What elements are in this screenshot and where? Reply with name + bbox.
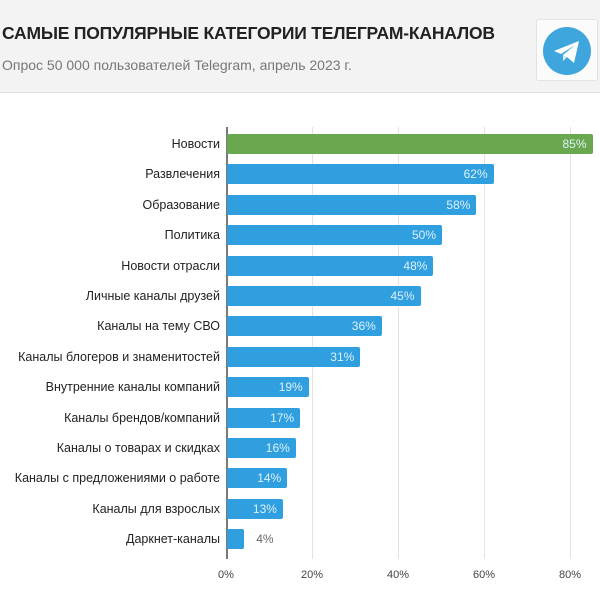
- value-label: 62%: [463, 167, 488, 182]
- bar-row: Каналы блогеров и знаменитостей 31%: [0, 346, 600, 368]
- bar-row: Развлечения 62%: [0, 163, 600, 185]
- bar-row: Каналы брендов/компаний 17%: [0, 407, 600, 429]
- category-label: Личные каналы друзей: [85, 289, 220, 303]
- value-label: 50%: [412, 228, 437, 243]
- bar: [227, 134, 593, 154]
- bar: [227, 286, 421, 306]
- category-label: Каналы с предложениями о работе: [14, 471, 220, 486]
- category-label: Внутренние каналы компаний: [45, 380, 220, 395]
- x-tick-label: 20%: [300, 569, 324, 581]
- bar-row: Каналы на тему СВО 36%: [0, 315, 600, 337]
- category-label: Новости отрасли: [121, 258, 220, 273]
- bar-row: Внутренние каналы компаний 19%: [0, 376, 600, 398]
- bar: [227, 407, 301, 428]
- gridline: [484, 127, 485, 559]
- value-label: 31%: [330, 349, 355, 364]
- bar: [227, 225, 442, 246]
- bar-row: Даркнет-каналы 4%: [0, 528, 600, 550]
- y-axis-line: [226, 127, 228, 559]
- value-label: 16%: [265, 441, 290, 455]
- gridline: [312, 127, 313, 559]
- bar: [227, 468, 288, 489]
- category-label: Даркнет-каналы: [126, 532, 220, 547]
- category-label: Каналы брендов/компаний: [64, 410, 220, 425]
- bar: [227, 316, 382, 337]
- bar: [227, 164, 494, 185]
- bar-row: Политика 50%: [0, 224, 600, 246]
- bar: [227, 438, 296, 458]
- bar: [227, 255, 434, 276]
- value-label: 19%: [278, 380, 303, 395]
- value-label: 17%: [270, 410, 295, 425]
- x-tick-label: 40%: [386, 569, 410, 581]
- bar-chart: Новости 85% Развлечения 62% Образование 58% По…: [0, 93, 600, 600]
- category-label: Новости: [171, 137, 220, 151]
- value-label: 45%: [390, 289, 415, 303]
- x-tick-label: 80%: [558, 569, 582, 581]
- telegram-logo: [536, 19, 598, 81]
- x-tick-label: 0%: [218, 569, 234, 581]
- gridline: [398, 127, 399, 559]
- x-tick-label: 60%: [472, 569, 496, 581]
- value-label: 85%: [562, 137, 587, 151]
- bar-row: Новости 85%: [0, 133, 600, 155]
- bar-row: Личные каналы друзей 45%: [0, 285, 600, 307]
- bar: [227, 194, 477, 215]
- value-label: 48%: [403, 258, 428, 273]
- bar: [227, 377, 309, 398]
- bar-row: Каналы для взрослых 13%: [0, 498, 600, 520]
- gridline: [570, 127, 571, 559]
- bar-row: Каналы о товарах и скидках 16%: [0, 437, 600, 459]
- bar-row: Новости отрасли 48%: [0, 255, 600, 277]
- value-label: 36%: [351, 319, 376, 334]
- category-label: Каналы блогеров и знаменитостей: [18, 349, 220, 364]
- chart-title: САМЫЕ ПОПУЛЯРНЫЕ КАТЕГОРИИ ТЕЛЕГРАМ-КАНА…: [2, 23, 495, 43]
- bar: [227, 498, 283, 519]
- value-label: 14%: [257, 471, 282, 486]
- chart-subtitle: Опрос 50 000 пользователей Telegram, апр…: [2, 57, 352, 73]
- category-label: Политика: [164, 228, 220, 243]
- bar: [227, 529, 245, 550]
- category-label: Каналы на тему СВО: [97, 319, 220, 334]
- category-label: Развлечения: [145, 167, 220, 182]
- category-label: Каналы о товарах и скидках: [56, 441, 220, 455]
- bar: [227, 346, 361, 367]
- value-label: 4%: [256, 532, 274, 547]
- category-label: Каналы для взрослых: [92, 501, 220, 516]
- chart-header: САМЫЕ ПОПУЛЯРНЫЕ КАТЕГОРИИ ТЕЛЕГРАМ-КАНА…: [0, 0, 600, 93]
- telegram-icon: [543, 27, 591, 75]
- bar-row: Каналы с предложениями о работе 14%: [0, 467, 600, 489]
- bar-row: Образование 58%: [0, 194, 600, 216]
- value-label: 13%: [252, 501, 277, 516]
- value-label: 58%: [446, 197, 471, 212]
- category-label: Образование: [142, 197, 220, 212]
